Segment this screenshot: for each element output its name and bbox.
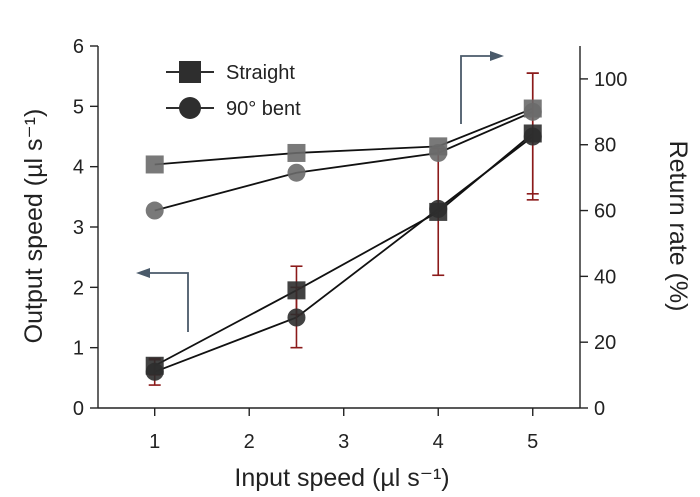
plot-frame: [97, 46, 581, 409]
left-axis-arrow-line: [140, 272, 189, 332]
marker-square: [145, 155, 164, 174]
x-tick-label: 5: [527, 431, 538, 453]
marker-square: [287, 281, 306, 300]
series-line-return-straight: [154, 107, 534, 166]
y-axis-left-title: Output speed (µl s⁻¹): [20, 109, 48, 344]
marker-circle: [145, 201, 164, 220]
y-axis-right-title: Return rate (%): [664, 141, 692, 312]
y-left-tick-label: 0: [73, 398, 84, 420]
y-left-tick-label: 4: [73, 157, 84, 179]
x-tick-label: 4: [433, 431, 444, 453]
right-axis-arrow-line: [460, 55, 500, 124]
legend-circle-marker: [179, 97, 201, 119]
y-right-tick-label: 100: [594, 69, 627, 91]
series-line-return-bent: [154, 110, 534, 212]
x-tick-label: 1: [149, 431, 160, 453]
y-left-tick-label: 6: [73, 36, 84, 58]
y-left-tick-label: 2: [73, 277, 84, 299]
series-layer: [145, 72, 542, 386]
bottom-axis: 1 2 3 4 5: [149, 408, 538, 453]
marker-circle: [145, 362, 164, 381]
left-axis-arrow-head: [136, 268, 150, 278]
axis-arrows: [136, 51, 504, 332]
y-right-tick-label: 40: [594, 266, 616, 288]
left-axis: 0 1 2 3 4 5 6: [73, 36, 98, 420]
x-tick-label: 2: [244, 431, 255, 453]
y-left-tick-label: 5: [73, 96, 84, 118]
series-line-output-straight: [154, 132, 534, 367]
right-axis-arrow-head: [490, 51, 504, 61]
right-axis: 0 20 40 60 80 100: [580, 69, 627, 420]
y-left-tick-label: 3: [73, 217, 84, 239]
x-axis-title: Input speed (µl s⁻¹): [234, 464, 449, 492]
marker-square: [287, 143, 306, 162]
legend-square-marker: [179, 61, 201, 83]
y-left-tick-label: 1: [73, 338, 84, 360]
y-right-tick-label: 60: [594, 201, 616, 223]
legend: Straight 90° bent: [166, 61, 301, 120]
marker-circle: [287, 163, 306, 182]
legend-label: Straight: [226, 62, 295, 84]
y-right-tick-label: 20: [594, 332, 616, 354]
marker-circle: [429, 199, 448, 218]
marker-circle: [429, 143, 448, 162]
x-tick-label: 3: [338, 431, 349, 453]
series-line-output-bent: [154, 135, 534, 373]
marker-circle: [523, 127, 542, 146]
y-right-tick-label: 0: [594, 398, 605, 420]
marker-circle: [287, 308, 306, 327]
legend-label: 90° bent: [226, 98, 301, 120]
y-right-tick-label: 80: [594, 135, 616, 157]
marker-circle: [523, 102, 542, 121]
